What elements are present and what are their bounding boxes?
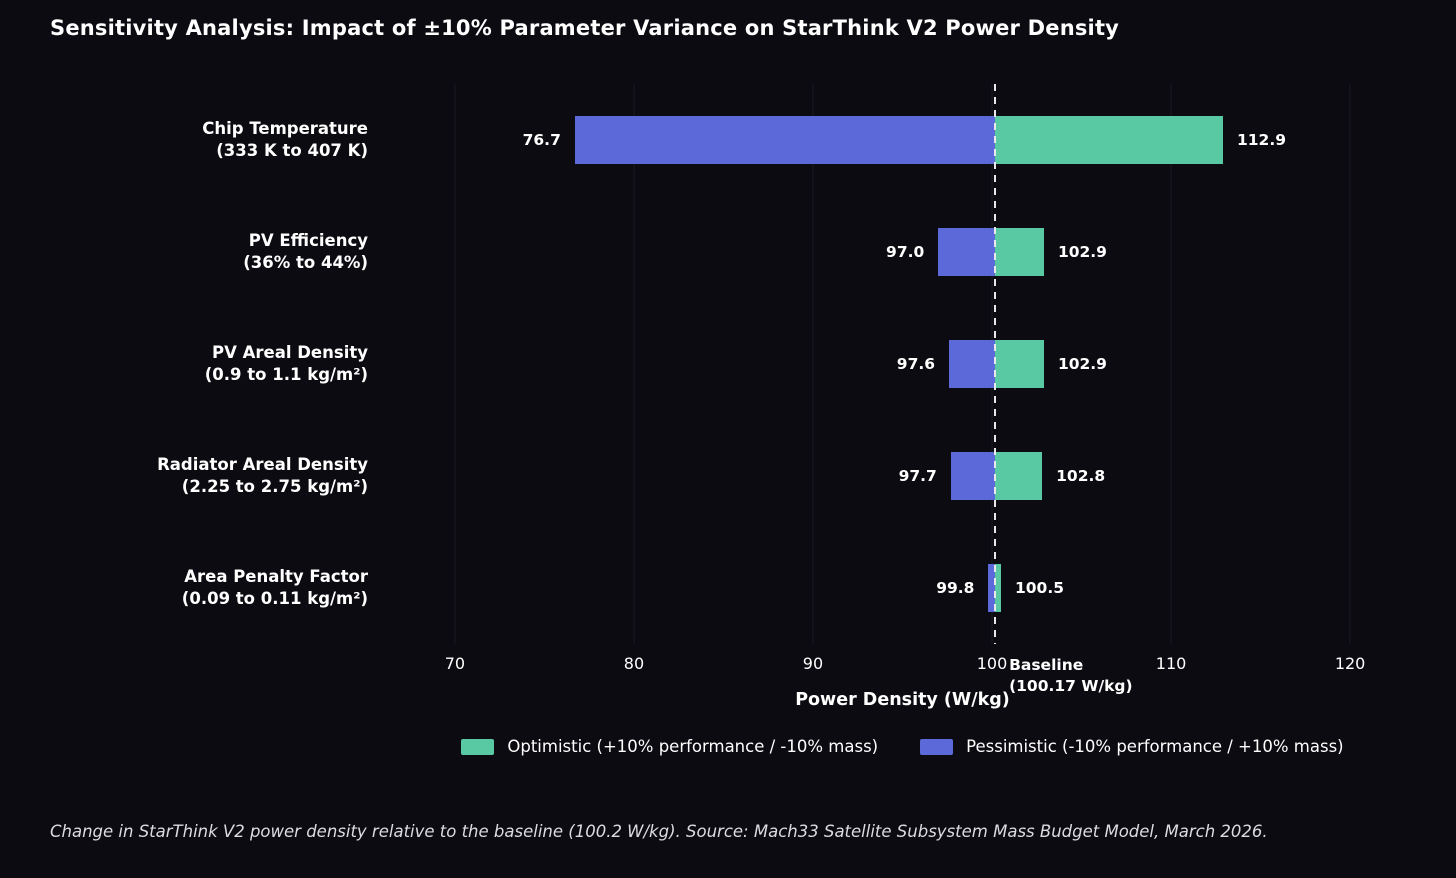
pessimistic-value-label-1: 97.0 <box>886 243 925 261</box>
category-range: (2.25 to 2.75 kg/m²) <box>181 477 368 496</box>
baseline-label-line1: Baseline <box>1009 656 1084 674</box>
category-label-3: Radiator Areal Density (2.25 to 2.75 kg/m… <box>0 454 368 498</box>
optimistic-value-label-1: 102.9 <box>1057 243 1107 261</box>
baseline-label-line2: (100.17 W/kg) <box>1009 677 1133 695</box>
x-axis-label: Power Density (W/kg) <box>795 690 1010 710</box>
optimistic-value-label-0: 112.9 <box>1236 131 1286 149</box>
chart-title: Sensitivity Analysis: Impact of ±10% Par… <box>50 16 1120 40</box>
bar-pessimistic-3 <box>950 452 996 500</box>
bar-optimistic-0 <box>995 116 1223 164</box>
gridline-90 <box>812 84 814 644</box>
bar-optimistic-1 <box>995 228 1044 276</box>
gridline-70 <box>454 84 456 644</box>
pessimistic-value-label-4: 99.8 <box>936 579 975 597</box>
x-tick-label-70: 70 <box>444 654 466 673</box>
pessimistic-swatch-icon <box>920 738 954 755</box>
category-name: Area Penalty Factor <box>184 567 368 586</box>
baseline-label: Baseline (100.17 W/kg) <box>1009 655 1133 697</box>
category-name: PV Areal Density <box>212 343 368 362</box>
bar-pessimistic-4 <box>988 564 996 612</box>
category-label-0: Chip Temperature (333 K to 407 K) <box>0 118 368 162</box>
category-range: (0.09 to 0.11 kg/m²) <box>181 589 368 608</box>
gridline-120 <box>1349 84 1351 644</box>
x-tick-label-110: 110 <box>1155 654 1187 673</box>
category-range: (333 K to 407 K) <box>216 141 368 160</box>
pessimistic-value-label-0: 76.7 <box>522 131 561 149</box>
category-range: (36% to 44%) <box>243 253 368 272</box>
category-name: Chip Temperature <box>202 119 368 138</box>
gridline-110 <box>1170 84 1172 644</box>
x-tick-label-100: 100 <box>976 654 1008 673</box>
x-tick-label-120: 120 <box>1334 654 1366 673</box>
pessimistic-value-label-2: 97.6 <box>896 355 936 373</box>
bar-optimistic-4 <box>995 564 1001 612</box>
bar-optimistic-3 <box>995 452 1043 500</box>
category-name: Radiator Areal Density <box>157 455 368 474</box>
bar-pessimistic-2 <box>949 340 996 388</box>
category-name: PV Efficiency <box>248 231 368 250</box>
legend-label-pessimistic: Pessimistic (-10% performance / +10% mas… <box>966 737 1344 756</box>
optimistic-value-label-2: 102.9 <box>1057 355 1107 373</box>
category-label-2: PV Areal Density (0.9 to 1.1 kg/m²) <box>0 342 368 386</box>
legend-item-optimistic: Optimistic (+10% performance / -10% mass… <box>461 737 878 756</box>
gridline-80 <box>633 84 635 644</box>
optimistic-swatch-icon <box>461 738 495 755</box>
x-tick-label-80: 80 <box>623 654 645 673</box>
category-label-4: Area Penalty Factor (0.09 to 0.11 kg/m²) <box>0 566 368 610</box>
bar-optimistic-2 <box>995 340 1044 388</box>
legend-label-optimistic: Optimistic (+10% performance / -10% mass… <box>507 737 879 756</box>
optimistic-value-label-3: 102.8 <box>1056 467 1106 485</box>
bar-pessimistic-0 <box>574 116 996 164</box>
baseline-line <box>994 84 997 644</box>
category-range: (0.9 to 1.1 kg/m²) <box>204 365 368 384</box>
chart-legend: Optimistic (+10% performance / -10% mass… <box>437 737 1368 756</box>
bar-pessimistic-1 <box>938 228 996 276</box>
optimistic-value-label-4: 100.5 <box>1014 579 1064 597</box>
x-tick-label-90: 90 <box>802 654 824 673</box>
category-label-1: PV Efficiency (36% to 44%) <box>0 230 368 274</box>
figure-caption: Change in StarThink V2 power density rel… <box>50 822 1268 841</box>
pessimistic-value-label-3: 97.7 <box>898 467 937 485</box>
plot-area: Power Density (W/kg) Baseline (100.17 W/… <box>437 84 1368 710</box>
legend-item-pessimistic: Pessimistic (-10% performance / +10% mas… <box>920 737 1344 756</box>
category-axis-labels: Chip Temperature (333 K to 407 K) PV Effic… <box>0 84 368 644</box>
